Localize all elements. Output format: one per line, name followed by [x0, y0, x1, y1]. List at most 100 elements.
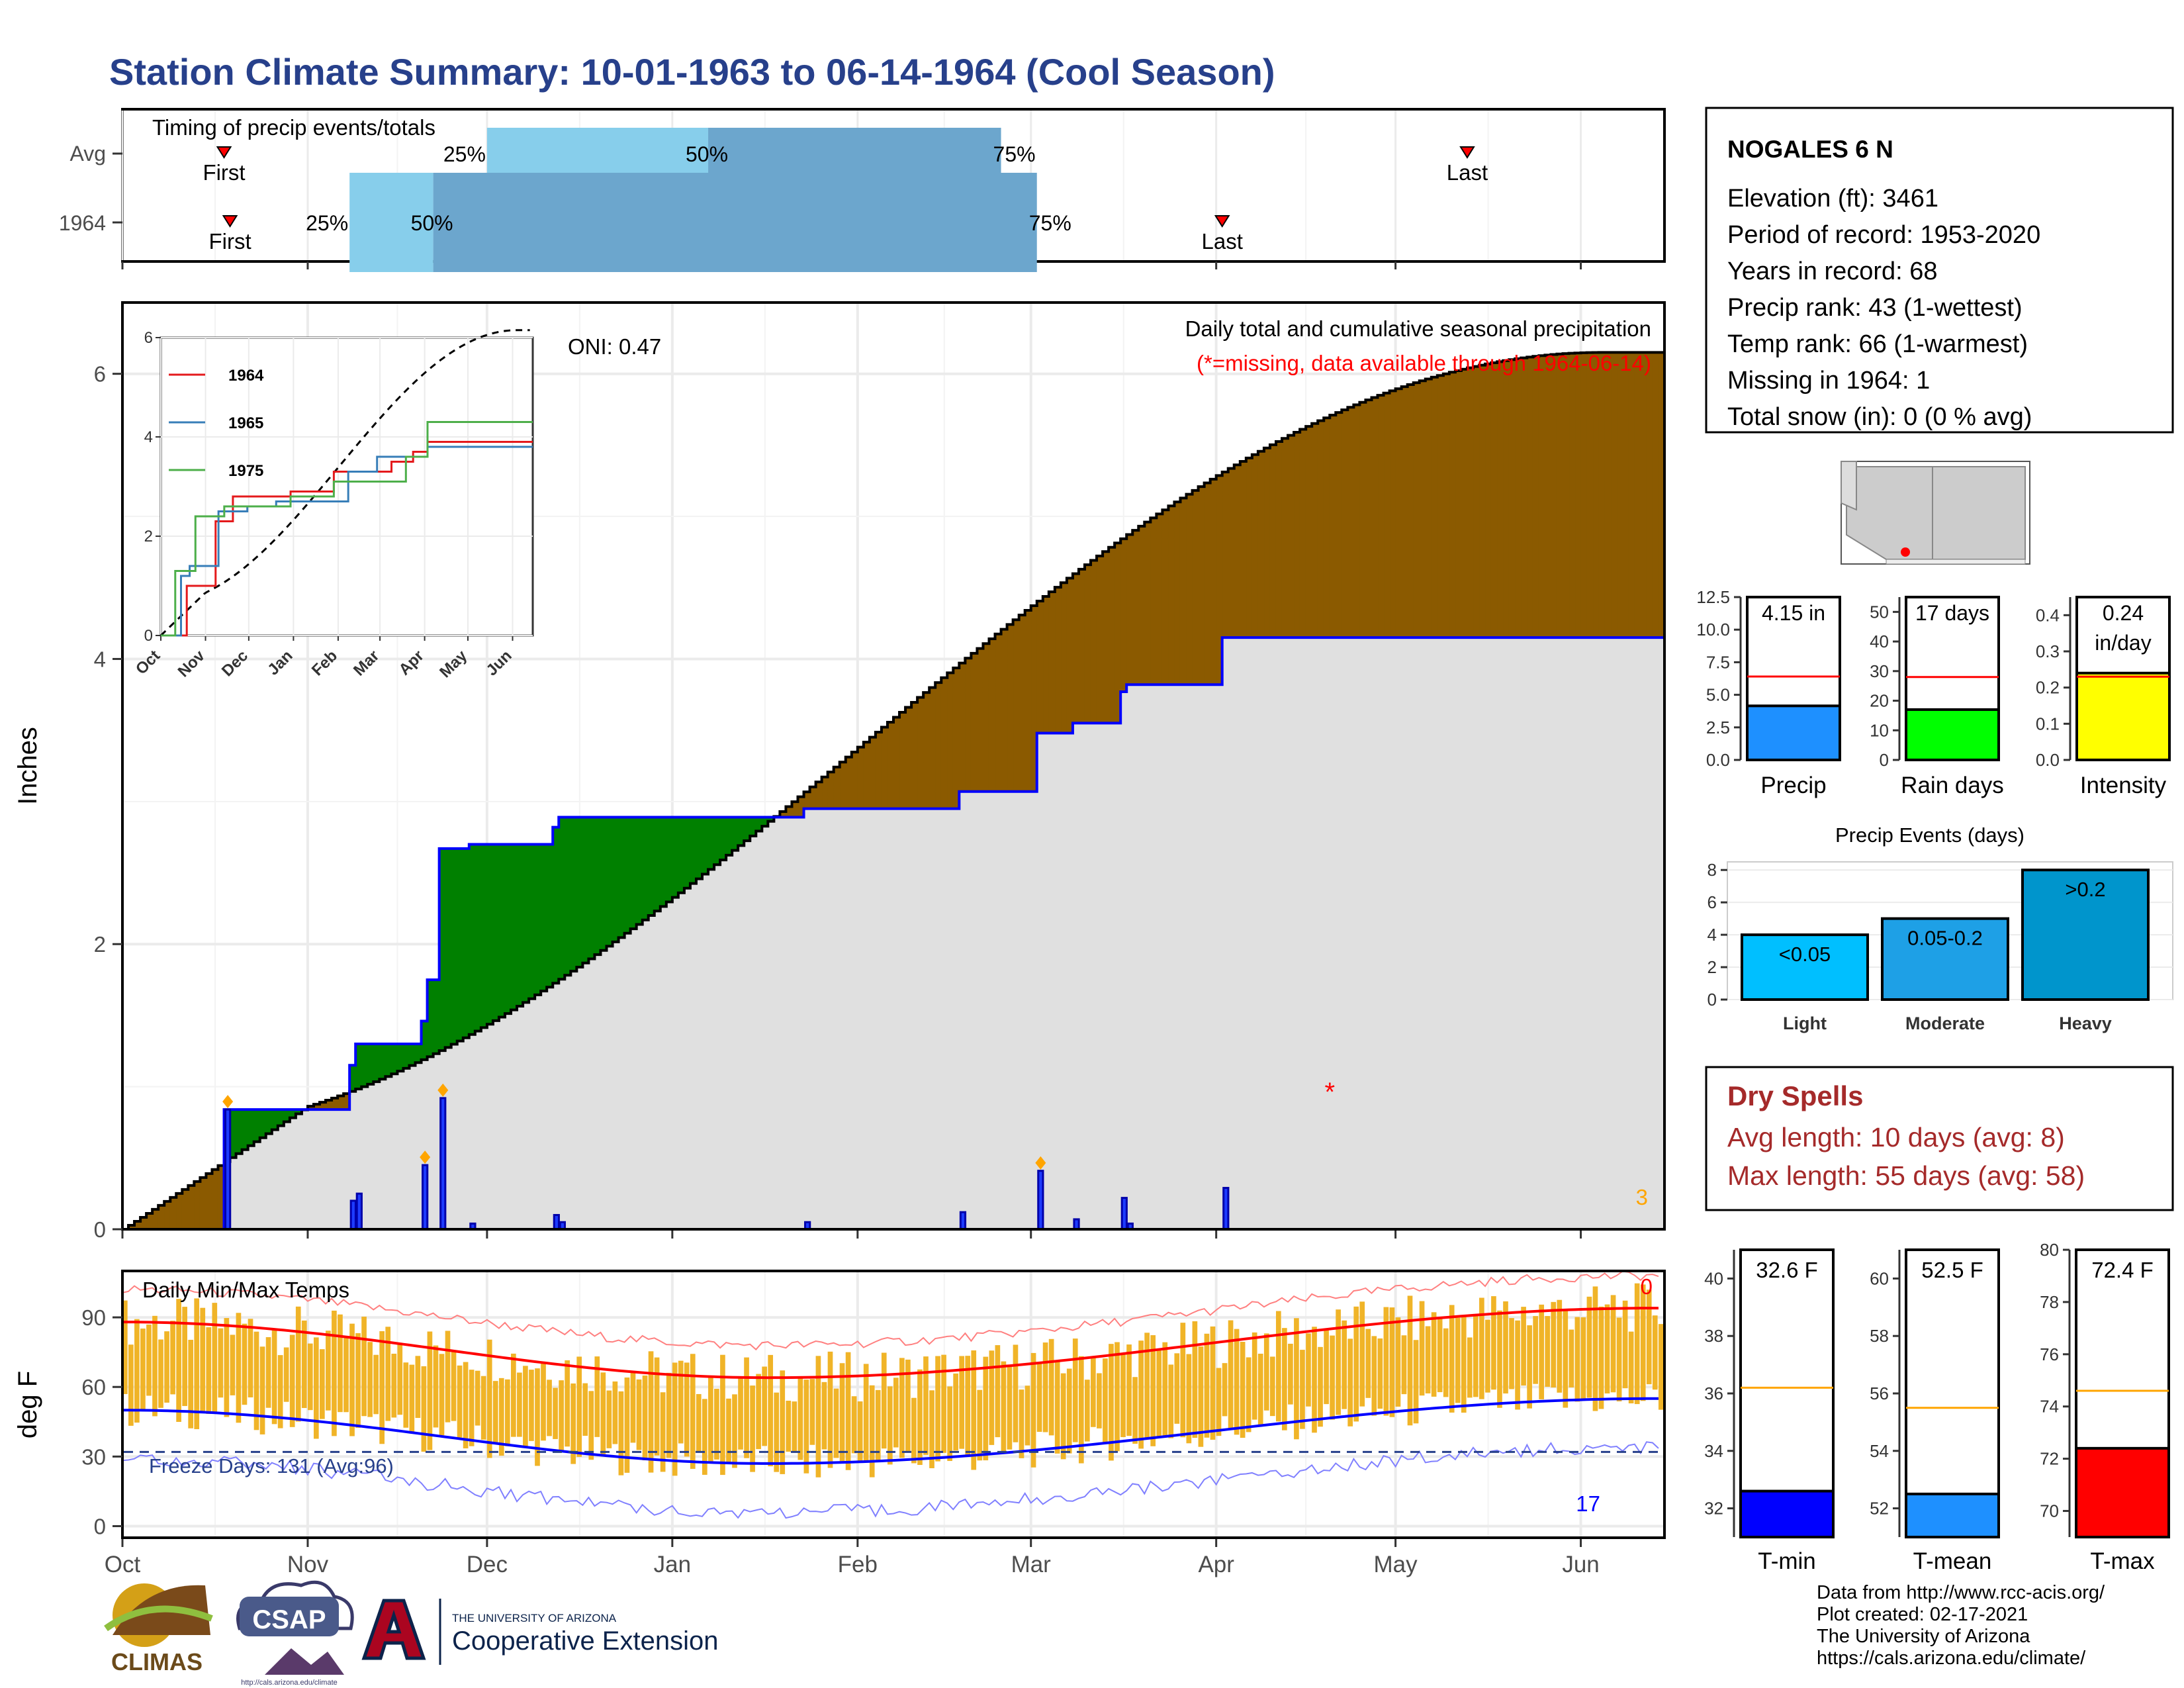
daily-temp-bar	[1228, 1320, 1234, 1429]
inset-frame	[159, 336, 534, 637]
daily-temp-bar	[821, 1382, 827, 1450]
temp-count-bottom: 17	[1576, 1491, 1600, 1516]
daily-temp-bar	[1383, 1307, 1389, 1416]
daily-temp-bar	[1652, 1315, 1658, 1390]
daily-temp-bar	[600, 1372, 606, 1457]
summary-category-label: Intensity	[2080, 773, 2167, 798]
temp-summary-ytick-label: 70	[2040, 1501, 2059, 1521]
temp-summary-ytick-label: 80	[2040, 1240, 2059, 1260]
events-bar-label: 0.05-0.2	[1907, 927, 1983, 950]
daily-temp-bar	[594, 1356, 600, 1437]
daily-temp-bar	[523, 1366, 528, 1447]
temp-summary-ytick-label: 40	[1704, 1268, 1723, 1288]
map-nevada	[1841, 461, 1857, 511]
station-box: NOGALES 6 N Elevation (ft): 3461 Period …	[1705, 107, 2174, 434]
temp-summary-ytick-label: 52	[1870, 1499, 1889, 1519]
events-bar-label: <0.05	[1779, 943, 1831, 966]
daily-temp-bar	[1646, 1289, 1652, 1385]
record-low-line	[122, 1441, 1659, 1519]
daily-temp-bar	[492, 1381, 498, 1443]
daily-precip-bar	[422, 1164, 429, 1231]
daily-temp-bar	[666, 1372, 672, 1458]
timing-bar-second-quartile	[433, 173, 1037, 272]
daily-temp-bar	[565, 1360, 570, 1447]
timing-row-1964: 1964	[59, 211, 106, 235]
daily-temp-bar	[1030, 1352, 1036, 1468]
footer-line: Data from http://www.rcc-acis.org/	[1817, 1582, 2105, 1603]
temp-frame	[121, 1270, 1666, 1539]
daily-temp-bar	[1622, 1300, 1628, 1389]
daily-temp-bar	[1592, 1286, 1598, 1411]
daily-temp-bar	[379, 1331, 385, 1444]
events-bar-label: >0.2	[2065, 878, 2105, 901]
station-line: Precip rank: 43 (1-wettest)	[1727, 294, 2023, 322]
daily-temp-bar	[1449, 1305, 1455, 1413]
average-min-line	[122, 1397, 1659, 1465]
summary-category-label: Rain days	[1901, 773, 2004, 798]
daily-temp-bar	[744, 1357, 749, 1458]
dry-spells-title: Dry Spells	[1727, 1080, 1863, 1111]
daily-temp-bar	[547, 1380, 552, 1436]
temp-summary-frame	[1905, 1248, 2000, 1538]
temp-summary-category-label: T-mean	[1913, 1548, 1992, 1574]
daily-temp-bar	[1503, 1301, 1508, 1394]
daily-temp-bar	[1425, 1326, 1431, 1393]
summary-ytick-label: 30	[1870, 661, 1889, 681]
temp-month-label: Nov	[287, 1552, 329, 1577]
daily-temp-bar	[1539, 1304, 1545, 1399]
daily-temp-bar	[708, 1377, 713, 1464]
summary-category-label: Precip	[1760, 773, 1826, 798]
summary-value-label: in/day	[2095, 631, 2151, 655]
daily-temp-bar	[965, 1356, 971, 1456]
daily-temp-bar	[845, 1352, 851, 1470]
daily-temp-bar	[122, 1300, 128, 1394]
temp-summary-ytick-label: 54	[1870, 1441, 1889, 1461]
precip-panel: 0 2 4 6 Inches ONI: 0.47 Daily total and cu…	[13, 301, 1666, 1242]
daily-temp-bar	[1180, 1323, 1186, 1438]
daily-temp-bar	[917, 1369, 923, 1466]
temp-axis: 0 30 60 90 Oct Nov Dec Jan Feb Mar Apr May Jun	[81, 1305, 1600, 1577]
freeze-days-label: Freeze Days: 131 (Avg:96)	[149, 1454, 394, 1477]
daily-temp-bar	[714, 1388, 719, 1460]
daily-temp-bar	[1186, 1354, 1192, 1444]
daily-temp-bar	[1407, 1295, 1413, 1426]
summary-value-label: 17 days	[1915, 601, 1989, 625]
daily-temp-bar	[570, 1383, 576, 1464]
temp-month-label: Dec	[467, 1552, 508, 1577]
climas-logo: CLIMAS	[104, 1583, 213, 1675]
temp-summary-ytick-label: 56	[1870, 1383, 1889, 1403]
daily-temp-bar	[1048, 1338, 1054, 1436]
station-name: NOGALES 6 N	[1727, 136, 1893, 163]
daily-precip-bar	[439, 1097, 447, 1231]
daily-temp-bar	[451, 1352, 457, 1421]
daily-temp-bar	[1115, 1342, 1120, 1452]
daily-temp-bar	[1371, 1336, 1377, 1416]
precip-note: Daily total and cumulative seasonal prec…	[1185, 316, 1651, 341]
precip-axis: 0 2 4 6	[94, 362, 1582, 1242]
daily-temp-bar	[977, 1389, 983, 1461]
temp-ytick-label: 30	[81, 1444, 106, 1469]
daily-temp-bar	[1604, 1304, 1610, 1394]
daily-temp-bar	[893, 1378, 899, 1448]
daily-temp-bar	[182, 1307, 187, 1407]
temp-summary-ytick-label: 34	[1704, 1441, 1723, 1461]
daily-temp-bar	[265, 1337, 271, 1408]
daily-temp-bar	[349, 1323, 355, 1436]
daily-temp-bar	[827, 1351, 833, 1468]
observed-cumulative-area	[122, 637, 1664, 1229]
station-line: Elevation (ft): 3461	[1727, 185, 1938, 212]
map-new-mexico	[1932, 466, 2026, 560]
daily-temp-bar	[1586, 1296, 1592, 1398]
timing-last-marker	[1459, 146, 1475, 159]
csap-logo-text: CSAP	[252, 1605, 326, 1634]
oni-label: ONI: 0.47	[568, 334, 661, 359]
daily-temp-bar	[995, 1345, 1001, 1438]
daily-temp-bar	[1192, 1321, 1198, 1438]
daily-temp-bar	[355, 1333, 361, 1428]
temp-summary-value-label: 72.4 F	[2091, 1258, 2154, 1282]
daily-temp-bar	[1479, 1297, 1484, 1399]
map-mexico	[1886, 559, 2026, 565]
daily-temp-bar	[361, 1317, 367, 1417]
daily-temp-bar	[1515, 1320, 1520, 1410]
daily-temp-bar	[1174, 1353, 1180, 1424]
